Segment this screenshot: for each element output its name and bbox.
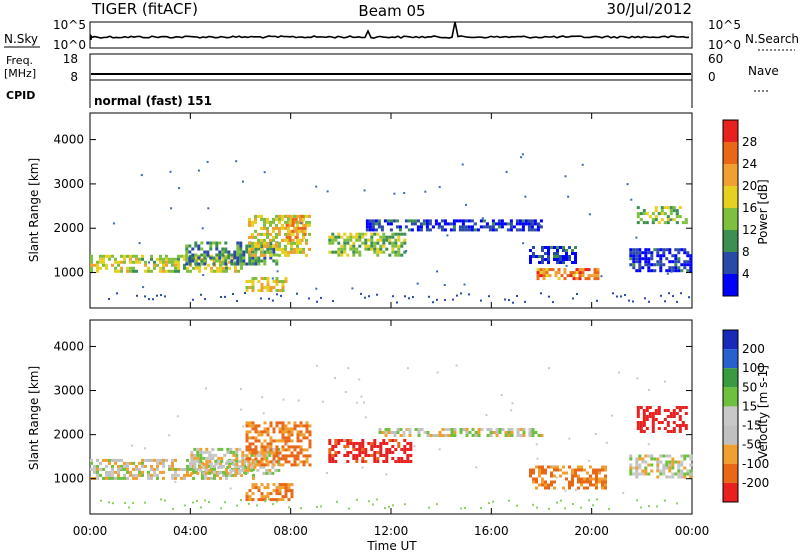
velocity-colorbar-segment <box>723 444 738 464</box>
heatmap-region-8 <box>536 268 600 281</box>
power-colorbar-tick: 24 <box>742 157 757 171</box>
ground-scatter <box>100 364 678 510</box>
power-colorbar-segment <box>723 164 738 186</box>
power-colorbar-segment <box>723 142 738 164</box>
time-tick-label: 12:00 <box>374 524 409 538</box>
velocity-colorbar-tick: -200 <box>742 476 769 490</box>
range-tick-label: 1000 <box>53 266 84 280</box>
freq-tick-top: 18 <box>63 52 78 66</box>
velocity-colorbar-segment <box>723 406 738 426</box>
cpid-label: CPID <box>6 89 35 102</box>
freq-panel <box>89 53 693 81</box>
station-title: TIGER (fitACF) <box>91 0 198 18</box>
range-tick-label: 4000 <box>53 339 84 353</box>
power-colorbar-segment <box>723 252 738 274</box>
power-colorbar-segment <box>723 274 738 296</box>
power-panel: 4000 3000 2000 1000 Slant Range [km] <box>27 112 693 309</box>
heatmap-region-7 <box>629 454 693 479</box>
power-colorbar-tick: 28 <box>742 135 757 149</box>
velocity-colorbar-segment <box>723 463 738 483</box>
nave-label: Nave <box>748 64 779 78</box>
power-colorbar-segment <box>723 186 738 208</box>
power-colorbar-tick: 20 <box>742 179 757 193</box>
heatmap-region-6 <box>365 219 543 232</box>
nave-tick-bottom: 0 <box>708 70 716 84</box>
freq-tick-bottom: 8 <box>70 70 78 84</box>
date-title: 30/Jul/2012 <box>607 0 692 18</box>
nsky-label: N.Sky <box>4 32 38 46</box>
velocity-colorbar-tick: 100 <box>742 361 765 375</box>
time-tick-label: 08:00 <box>273 524 308 538</box>
power-colorbar-tick: 12 <box>742 223 757 237</box>
velocity-colorbar-tick: -15 <box>742 419 762 433</box>
power-colorbar-label: Power [dB] <box>756 179 770 244</box>
time-tick-label: 00:00 <box>675 524 710 538</box>
velocity-ylabel: Slant Range [km] <box>27 366 41 470</box>
range-tick-label: 2000 <box>53 428 84 442</box>
cpid-text: normal (fast) 151 <box>94 94 212 108</box>
velocity-colorbar-segment <box>723 425 738 445</box>
power-colorbar-tick: 4 <box>742 267 750 281</box>
heatmap-region-2 <box>245 421 312 467</box>
heatmap-region-3 <box>245 483 294 502</box>
heatmap-region-8 <box>636 406 688 433</box>
nsearch-tick-bottom: 10^0 <box>708 38 741 52</box>
velocity-colorbar: 200 100 50 15 -15 -50 -100 -200 <box>722 329 769 503</box>
velocity-colorbar-label: Velocity [m s-1] <box>756 365 770 459</box>
range-tick-label: 4000 <box>53 133 84 147</box>
power-colorbar: 28 24 20 16 12 8 4 <box>722 119 757 297</box>
time-tick-label: 16:00 <box>474 524 509 538</box>
range-tick-label: 1000 <box>53 472 84 486</box>
nave-tick-top: 60 <box>708 52 723 66</box>
nsky-tick-top: 10^5 <box>53 18 86 32</box>
heatmap-region-3 <box>245 277 288 292</box>
time-tick-label: 04:00 <box>173 524 208 538</box>
range-tick-label: 3000 <box>53 177 84 191</box>
velocity-colorbar-segment <box>723 349 738 369</box>
nsky-panel <box>89 21 693 49</box>
heatmap-region-2 <box>248 214 311 257</box>
range-tick-label: 3000 <box>53 384 84 398</box>
heatmap-region-5 <box>328 232 407 257</box>
freq-label-2: [MHz] <box>4 67 36 80</box>
ground-scatter <box>108 153 690 304</box>
beam-title: Beam 05 <box>358 2 425 20</box>
velocity-colorbar-tick: 50 <box>742 380 757 394</box>
power-ylabel: Slant Range [km] <box>27 158 41 262</box>
velocity-colorbar-tick: -100 <box>742 457 769 471</box>
time-axis-label: Time UT <box>366 539 417 553</box>
heatmap-region-10 <box>636 206 688 225</box>
nsky-tick-bottom: 10^0 <box>53 38 86 52</box>
velocity-colorbar-tick: 200 <box>742 342 765 356</box>
time-tick-label: 20:00 <box>574 524 609 538</box>
power-colorbar-segment <box>723 208 738 230</box>
power-colorbar-segment <box>723 120 738 142</box>
power-colorbar-segment <box>723 230 738 252</box>
velocity-colorbar-tick: 15 <box>742 399 757 413</box>
power-colorbar-tick: 16 <box>742 201 757 215</box>
heatmap-region-9 <box>629 248 693 273</box>
heatmap-region-4 <box>285 214 307 242</box>
range-tick-label: 2000 <box>53 221 84 235</box>
nsky-trace <box>90 21 690 40</box>
velocity-colorbar-segment <box>723 368 738 388</box>
power-colorbar-tick: 8 <box>742 245 750 259</box>
velocity-colorbar-tick: -50 <box>742 438 762 452</box>
velocity-colorbar-segment <box>723 482 738 502</box>
nsearch-label: N.Search <box>745 32 799 46</box>
velocity-colorbar-segment <box>723 387 738 407</box>
nsearch-tick-top: 10^5 <box>708 18 741 32</box>
velocity-colorbar-segment <box>723 330 738 350</box>
time-axis: 00:00 04:00 08:00 12:00 16:00 20:00 00:00 <box>73 113 710 538</box>
heatmap-region-7 <box>529 246 577 264</box>
time-tick-label: 00:00 <box>73 524 108 538</box>
velocity-panel: 4000 3000 2000 1000 Slant Range [km] <box>27 319 693 515</box>
heatmap-region-5 <box>378 428 544 437</box>
freq-label-1: Freq. <box>6 54 33 67</box>
